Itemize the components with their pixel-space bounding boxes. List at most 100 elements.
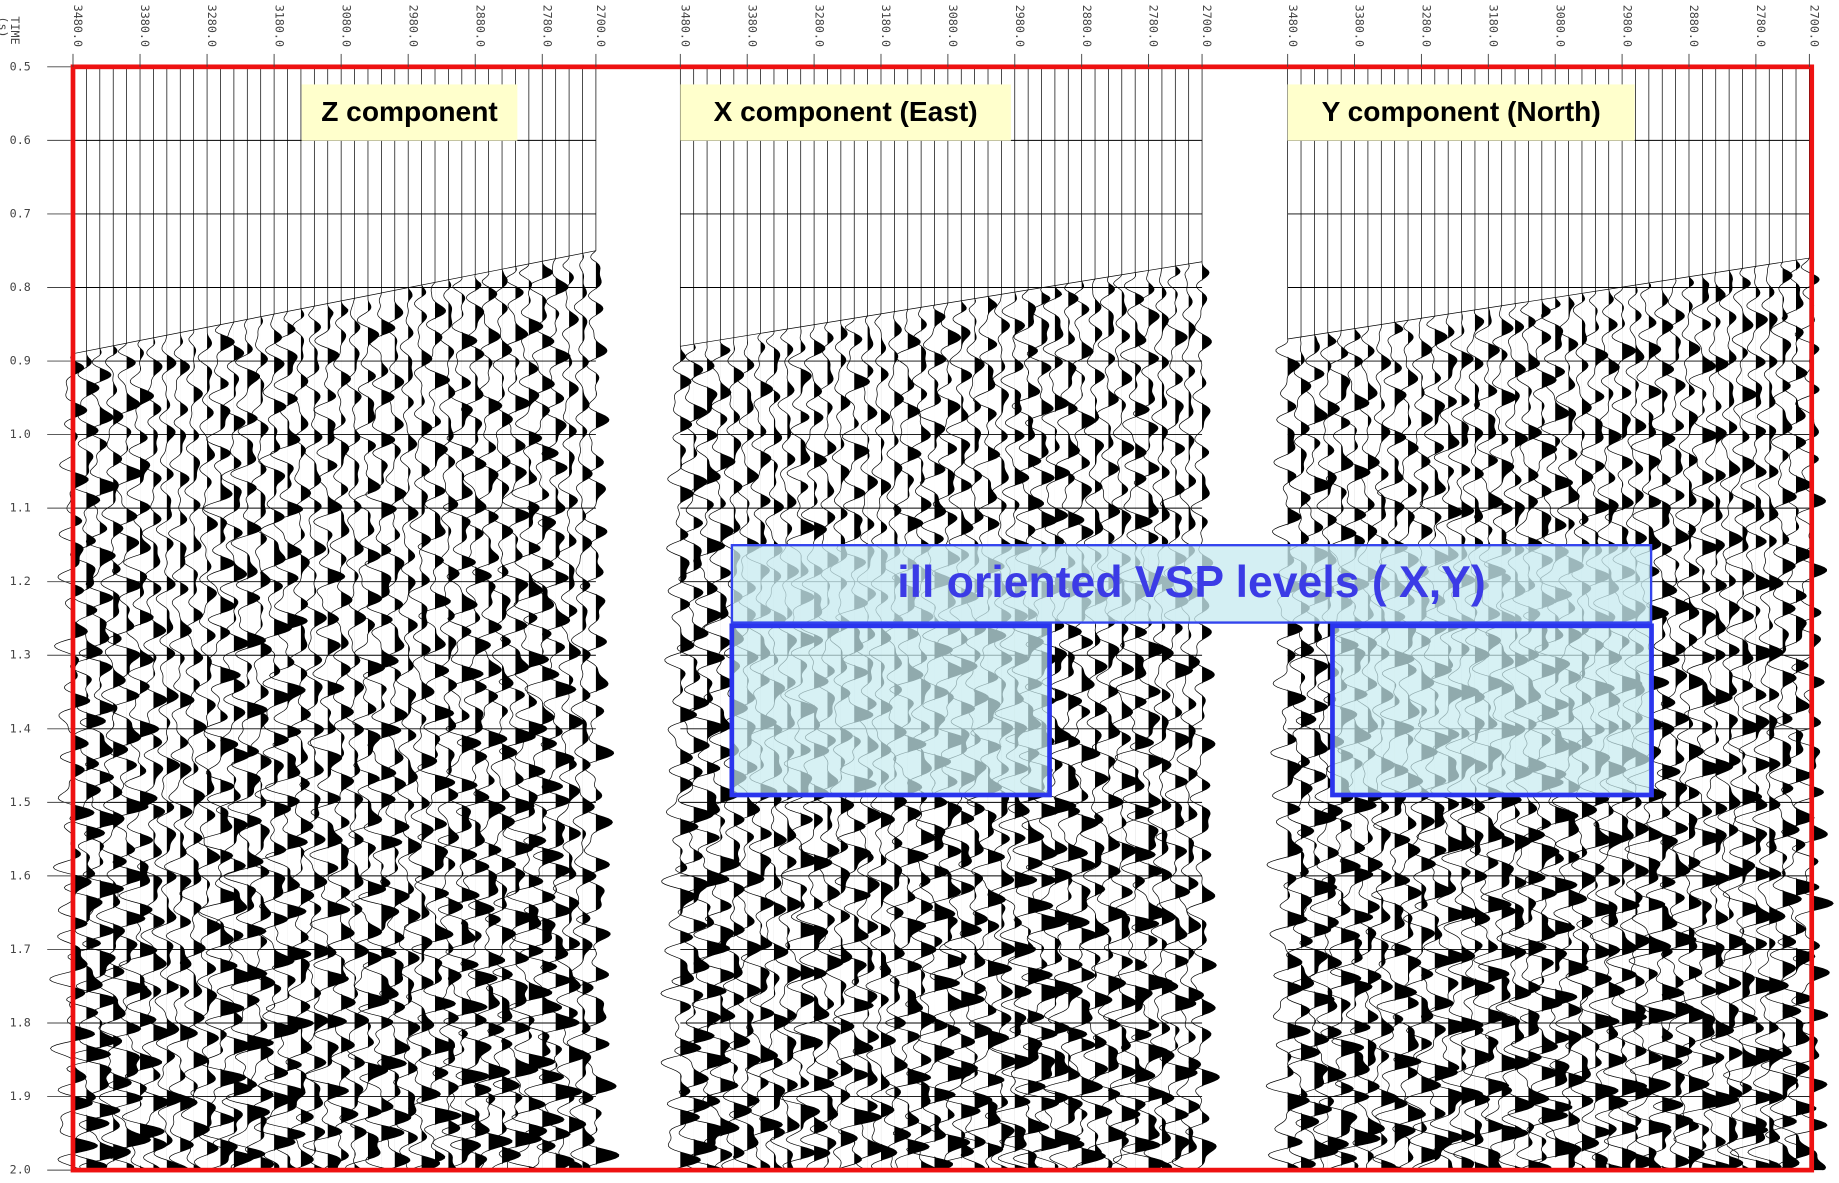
- trace-fill: [1081, 281, 1106, 1171]
- trace-fill: [381, 292, 407, 1171]
- y-tick-label: 1.0: [10, 427, 31, 441]
- y-tick-label: 0.8: [10, 280, 31, 294]
- y-axis-unit: (s): [0, 16, 10, 37]
- x-tick-label: 2980.0: [406, 5, 420, 47]
- x-tick-label: 3480.0: [71, 5, 85, 47]
- trace: [1769, 259, 1820, 1171]
- trace-fill: [1175, 266, 1198, 1171]
- highlight-box: [1330, 623, 1654, 798]
- y-tick-label: 1.5: [10, 795, 31, 809]
- trace-fill: [693, 344, 718, 1171]
- x-tick-label: 3080.0: [1553, 5, 1567, 47]
- trace-fill: [207, 327, 222, 1171]
- trace: [1729, 266, 1781, 1171]
- panel-title-box: [301, 84, 518, 141]
- trace: [1153, 265, 1198, 1171]
- y-tick-label: 1.8: [10, 1015, 31, 1029]
- trace-fill: [1729, 270, 1747, 1171]
- x-tick-label: 3080.0: [339, 5, 353, 47]
- x-tick-label: 2780.0: [1147, 5, 1161, 47]
- trace-fill: [582, 253, 597, 1171]
- trace: [468, 271, 513, 1171]
- trace-fill: [528, 263, 555, 1171]
- first-break: [680, 261, 1203, 347]
- trace-fill: [1202, 261, 1220, 1171]
- trace-fill: [733, 337, 752, 1171]
- trace-fill: [1474, 309, 1495, 1171]
- y-tick-label: 1.3: [10, 648, 31, 662]
- trace-fill: [475, 274, 498, 1171]
- trace-fill: [1595, 291, 1620, 1171]
- trace: [1043, 283, 1090, 1171]
- y-tick-label: 1.4: [10, 721, 31, 735]
- trace-fill: [1287, 338, 1311, 1171]
- trace-fill: [461, 277, 490, 1171]
- trace-fill: [1341, 330, 1364, 1171]
- panel-title: Z component: [321, 96, 498, 127]
- y-tick-label: 1.9: [10, 1089, 31, 1103]
- y-tick-label: 1.2: [10, 574, 31, 588]
- trace: [179, 329, 210, 1171]
- trace-fill: [894, 311, 911, 1171]
- x-tick-label: 2700.0: [1808, 5, 1822, 47]
- trace-fill: [233, 321, 254, 1171]
- trace-fill: [1796, 260, 1819, 1171]
- y-tick-label: 0.6: [10, 133, 31, 147]
- trace: [1087, 276, 1127, 1171]
- trace: [151, 335, 184, 1171]
- trace: [697, 339, 741, 1171]
- panel-title-box: [680, 84, 1011, 141]
- x-tick-label: 3280.0: [812, 5, 826, 47]
- first-break: [1287, 257, 1810, 340]
- trace-fill: [1408, 320, 1426, 1171]
- trace-fill: [1501, 305, 1529, 1171]
- trace-fill: [166, 335, 184, 1171]
- x-tick-label: 2880.0: [473, 5, 487, 47]
- trace: [660, 346, 702, 1171]
- trace: [137, 337, 172, 1171]
- trace-fill: [515, 266, 542, 1171]
- trace: [575, 250, 620, 1171]
- trace: [190, 327, 222, 1171]
- trace-fill: [314, 306, 331, 1171]
- y-tick-label: 1.7: [10, 942, 31, 956]
- trace: [1709, 270, 1747, 1171]
- trace: [1075, 278, 1113, 1171]
- trace: [262, 311, 314, 1171]
- y-axis-label: TIME: [8, 16, 22, 44]
- trace: [449, 274, 498, 1171]
- x-tick-label: 3180.0: [1487, 5, 1501, 47]
- trace: [1185, 261, 1220, 1171]
- x-tick-label: 2880.0: [1080, 5, 1094, 47]
- trace-fill: [1135, 272, 1161, 1171]
- trace-fill: [1688, 276, 1710, 1171]
- trace: [1760, 261, 1802, 1171]
- trace-fill: [193, 329, 210, 1171]
- overlay: Z component X component (East) Y component…: [70, 64, 1815, 1173]
- trace: [485, 269, 521, 1171]
- trace-fill: [827, 322, 844, 1171]
- first-break: [72, 250, 596, 355]
- trace: [1102, 274, 1141, 1171]
- trace: [1309, 332, 1349, 1171]
- trace-fill: [1755, 266, 1780, 1171]
- trace-fill: [287, 311, 314, 1171]
- trace: [253, 313, 299, 1171]
- trace-fill: [1581, 293, 1599, 1171]
- x-tick-label: 3280.0: [1420, 5, 1434, 47]
- trace-fill: [140, 340, 165, 1171]
- trace: [302, 303, 351, 1171]
- trace: [393, 287, 422, 1171]
- trace-fill: [921, 307, 938, 1171]
- trace-fill: [595, 250, 619, 1171]
- trace-fill: [569, 255, 587, 1171]
- trace: [1624, 282, 1677, 1171]
- trace: [118, 340, 165, 1171]
- x-tick-label: 3480.0: [1286, 5, 1300, 47]
- trace-fill: [1068, 283, 1090, 1171]
- x-tick-label: 3180.0: [879, 5, 893, 47]
- trace: [1695, 272, 1740, 1171]
- x-tick-label: 2780.0: [540, 5, 554, 47]
- trace: [1121, 270, 1174, 1171]
